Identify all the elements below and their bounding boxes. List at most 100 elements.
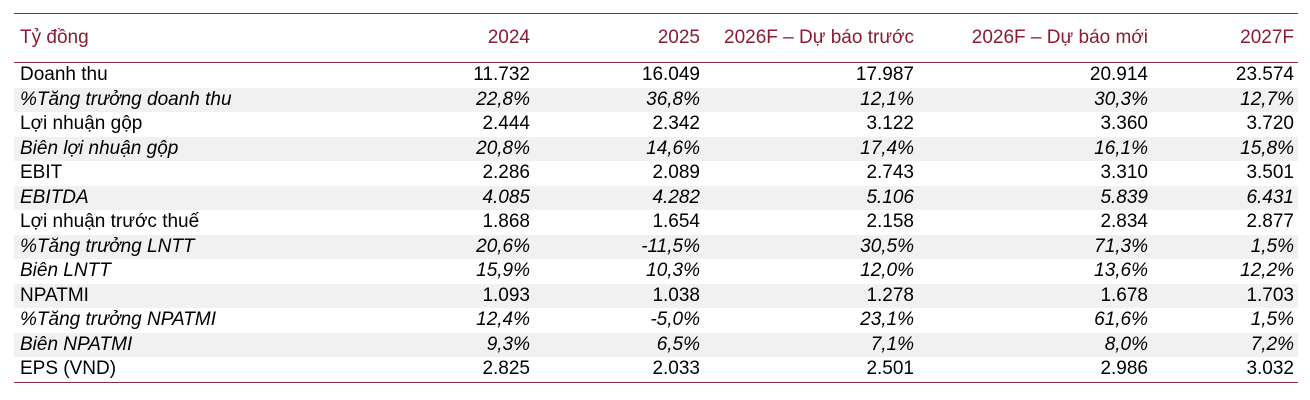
row-label: Biên NPATMI (14, 332, 274, 357)
row-label: EPS (VND) (20, 358, 117, 380)
cell-2026f-new: 2.834 (1100, 211, 1148, 233)
cell-2027f: 23.574 (1235, 64, 1294, 86)
cell-2027f: 1.703 (1152, 283, 1298, 308)
table-body: Doanh thu 11.732 16.049 17.987 20.914 23.574%… (14, 63, 1298, 382)
row-label: NPATMI (14, 283, 274, 308)
cell-2027f: 3.501 (1246, 162, 1294, 184)
row-label: Biên LNTT (20, 260, 111, 282)
cell-2024: 12,4% (476, 309, 530, 331)
cell-2026f-previous: 5.106 (704, 185, 918, 210)
cell-2026f-previous: 3.122 (866, 113, 914, 135)
cell-2027f: 7,2% (1152, 332, 1298, 357)
cell-2025: 2.033 (652, 358, 700, 380)
cell-2024: 4.085 (274, 185, 534, 210)
cell-2025: 14,6% (534, 136, 704, 161)
cell-2024: 2.286 (482, 162, 530, 184)
cell-2024: 1.093 (274, 283, 534, 308)
cell-2025: 10,3% (646, 260, 700, 282)
forecast-table-container: Tỷ đồng 2024 2025 2026F – Dự báo trước 2… (14, 13, 1298, 383)
table-header: Tỷ đồng 2024 2025 2026F – Dự báo trước 2… (14, 13, 1298, 63)
cell-2025: 6,5% (534, 332, 704, 357)
table-row-bien-loi-nhuan-gop: Biên lợi nhuận gộp 20,8% 14,6% 17,4% 16,1% 15… (14, 136, 1298, 161)
table-row-ebit: EBIT 2.286 2.089 2.743 3.310 3.501 (14, 161, 1298, 186)
cell-2026f-new: 20.914 (1089, 64, 1148, 86)
header-row: Tỷ đồng 2024 2025 2026F – Dự báo trước 2… (14, 13, 1298, 63)
header-col-2026f-new: 2026F – Dự báo mới (971, 27, 1148, 48)
cell-2026f-new: 13,6% (1094, 260, 1148, 282)
cell-2026f-previous: 23,1% (860, 309, 914, 331)
cell-2025: 1.654 (652, 211, 700, 233)
cell-2026f-previous: 12,1% (704, 87, 918, 112)
table-row-tang-truong-doanh-thu: %Tăng trưởng doanh thu 22,8% 36,8% 12,1% 30,… (14, 87, 1298, 112)
cell-2026f-new: 16,1% (918, 136, 1152, 161)
cell-2027f: 6.431 (1152, 185, 1298, 210)
row-label: Doanh thu (20, 64, 108, 86)
cell-2025: 2.089 (652, 162, 700, 184)
cell-2025: 1.038 (534, 283, 704, 308)
cell-2027f: 1,5% (1152, 234, 1298, 259)
table-row-eps-vnd: EPS (VND) 2.825 2.033 2.501 2.986 3.032 (14, 357, 1298, 382)
header-col-2027f: 2027F (1240, 27, 1294, 48)
cell-2026f-previous: 12,0% (860, 260, 914, 282)
row-label: %Tăng trưởng doanh thu (14, 87, 274, 112)
cell-2026f-previous: 7,1% (704, 332, 918, 357)
row-label: EBIT (20, 162, 63, 184)
cell-2024: 20,8% (274, 136, 534, 161)
cell-2024: 2.444 (482, 113, 530, 135)
cell-2026f-new: 71,3% (918, 234, 1152, 259)
cell-2024: 15,9% (476, 260, 530, 282)
cell-2027f: 2.877 (1246, 211, 1294, 233)
cell-2025: 16.049 (641, 64, 700, 86)
header-col-2025: 2025 (657, 27, 700, 48)
cell-2024: 22,8% (274, 87, 534, 112)
table-row-bien-npatmi: Biên NPATMI 9,3% 6,5% 7,1% 8,0% 7,2% (14, 332, 1298, 357)
row-label: EBITDA (14, 185, 274, 210)
cell-2026f-previous: 17,4% (704, 136, 918, 161)
table-row-tang-truong-lntt: %Tăng trưởng LNTT 20,6% -11,5% 30,5% 71,3% 1,… (14, 234, 1298, 259)
row-label: Biên lợi nhuận gộp (14, 136, 274, 161)
cell-2027f: 3.032 (1246, 358, 1294, 380)
cell-2025: 36,8% (534, 87, 704, 112)
cell-2026f-previous: 30,5% (704, 234, 918, 259)
cell-2026f-new: 3.360 (1100, 113, 1148, 135)
table-row-loi-nhuan-gop: Lợi nhuận gộp 2.444 2.342 3.122 3.360 3.720 (14, 112, 1298, 137)
cell-2027f: 12,7% (1152, 87, 1298, 112)
table-row-npatmi: NPATMI 1.093 1.038 1.278 1.678 1.703 (14, 283, 1298, 308)
financial-forecast-table: Tỷ đồng 2024 2025 2026F – Dự báo trước 2… (14, 13, 1298, 383)
cell-2026f-previous: 1.278 (704, 283, 918, 308)
table-row-loi-nhuan-truoc-thue: Lợi nhuận trước thuế 1.868 1.654 2.158 2.834… (14, 210, 1298, 235)
row-label: Lợi nhuận trước thuế (20, 211, 200, 233)
cell-2026f-new: 30,3% (918, 87, 1152, 112)
cell-2024: 11.732 (473, 64, 530, 86)
cell-2026f-new: 5.839 (918, 185, 1152, 210)
header-col-2024: 2024 (487, 27, 530, 48)
cell-2026f-previous: 2.158 (866, 211, 914, 233)
cell-2026f-new: 2.986 (1100, 358, 1148, 380)
table-row-doanh-thu: Doanh thu 11.732 16.049 17.987 20.914 23.574 (14, 63, 1298, 88)
row-label: %Tăng trưởng NPATMI (20, 309, 216, 331)
cell-2024: 2.825 (482, 358, 530, 380)
table-row-ebitda: EBITDA 4.085 4.282 5.106 5.839 6.431 (14, 185, 1298, 210)
cell-2027f: 15,8% (1152, 136, 1298, 161)
cell-2026f-new: 3.310 (1100, 162, 1148, 184)
header-unit-label: Tỷ đồng (20, 27, 89, 48)
cell-2025: -5,0% (650, 309, 700, 331)
row-label: Lợi nhuận gộp (20, 113, 143, 135)
table-row-bien-lntt: Biên LNTT 15,9% 10,3% 12,0% 13,6% 12,2% (14, 259, 1298, 284)
cell-2025: 2.342 (652, 113, 700, 135)
cell-2024: 1.868 (482, 211, 530, 233)
cell-2024: 20,6% (274, 234, 534, 259)
cell-2026f-new: 61,6% (1094, 309, 1148, 331)
cell-2024: 9,3% (274, 332, 534, 357)
cell-2025: 4.282 (534, 185, 704, 210)
row-label: %Tăng trưởng LNTT (14, 234, 274, 259)
cell-2027f: 3.720 (1246, 113, 1294, 135)
cell-2025: -11,5% (534, 234, 704, 259)
cell-2026f-previous: 17.987 (855, 64, 914, 86)
header-col-2026f-previous: 2026F – Dự báo trước (724, 27, 914, 48)
table-row-tang-truong-npatmi: %Tăng trưởng NPATMI 12,4% -5,0% 23,1% 61,6% 1… (14, 308, 1298, 333)
cell-2026f-new: 1.678 (918, 283, 1152, 308)
cell-2026f-new: 8,0% (918, 332, 1152, 357)
cell-2026f-previous: 2.501 (866, 358, 914, 380)
cell-2027f: 1,5% (1250, 309, 1294, 331)
